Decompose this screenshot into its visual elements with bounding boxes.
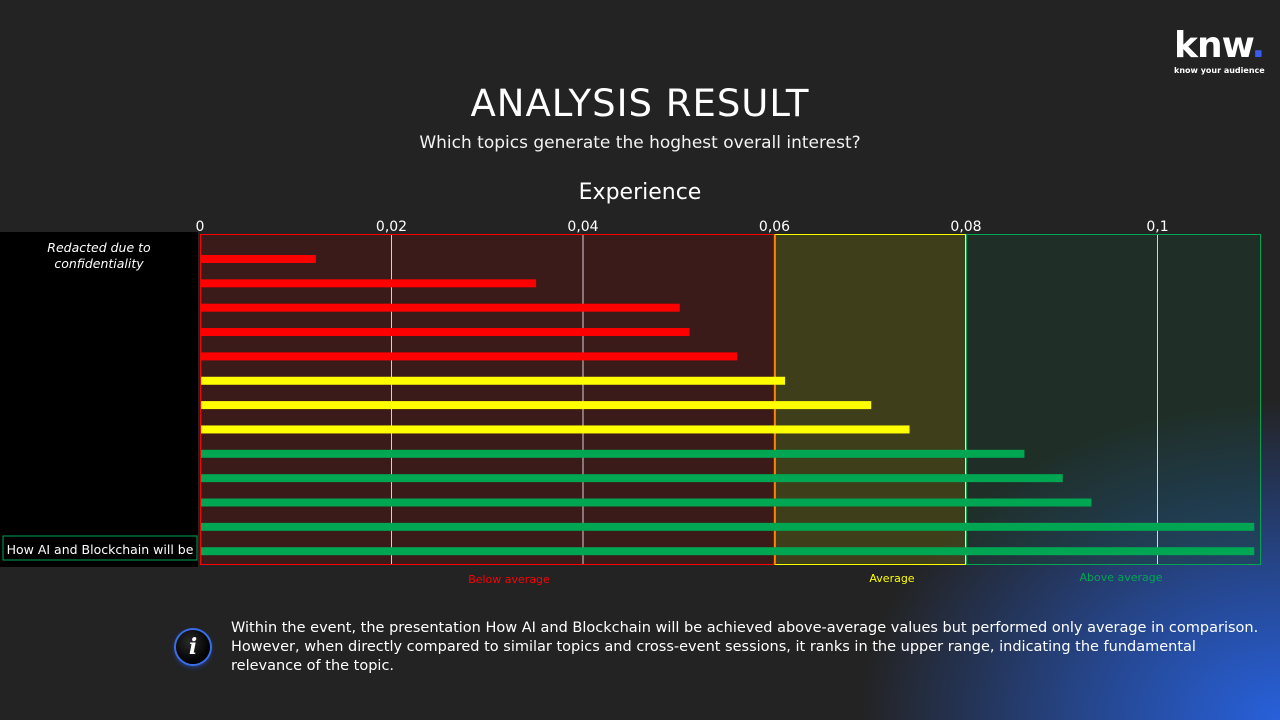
bar-highlighted (201, 547, 1255, 556)
x-tick-label: 0,06 (759, 219, 790, 235)
logo-word: knw (1174, 25, 1253, 66)
x-tick-label: 0,04 (567, 219, 598, 235)
page-subtitle: Which topics generate the hoghest overal… (419, 133, 861, 153)
label-panel (0, 232, 198, 567)
logo-tagline: know your audience (1174, 66, 1265, 75)
x-tick-label: 0,1 (1146, 219, 1168, 235)
bar (201, 352, 738, 361)
band-bg-below (200, 234, 775, 565)
band-bg-average (774, 234, 966, 565)
info-text: Within the event, the presentation How A… (231, 620, 1259, 674)
highlight-category-label: How AI and Blockchain will be (7, 542, 194, 557)
bar (201, 255, 316, 263)
band-label-average: Average (869, 572, 914, 585)
x-tick-label: 0 (196, 219, 205, 235)
bar (201, 401, 872, 410)
bar (201, 498, 1092, 507)
redacted-note: Redacted due to confidentiality (47, 240, 151, 271)
bar (201, 449, 1025, 458)
bar (201, 328, 690, 337)
bar (201, 425, 910, 434)
band-border-below (200, 234, 775, 565)
highlight-category-box (2, 535, 198, 561)
bar (201, 474, 1063, 483)
x-tick-label: 0,08 (950, 219, 981, 235)
logo-wordmark: knw. (1174, 25, 1265, 66)
info-icon: i (176, 630, 210, 664)
bar (201, 522, 1255, 531)
logo-dot: . (1251, 25, 1266, 66)
chart-title: Experience (578, 180, 702, 205)
band-bg-above (966, 234, 1261, 565)
knw-logo: knw. know your audience (1174, 25, 1265, 76)
band-label-below: Below average (468, 573, 550, 586)
page-title: ANALYSIS RESULT (470, 82, 810, 125)
bar (201, 376, 786, 385)
experience-bar-chart: 0 0,02 0,04 0,06 0,08 0,1 Redacted due to confi… (0, 219, 1261, 586)
bar (201, 279, 537, 288)
band-border-average (774, 234, 966, 565)
band-border-above (966, 234, 1261, 565)
bar (201, 303, 680, 312)
x-tick-label: 0,02 (376, 219, 407, 235)
band-label-above: Above average (1079, 571, 1162, 584)
